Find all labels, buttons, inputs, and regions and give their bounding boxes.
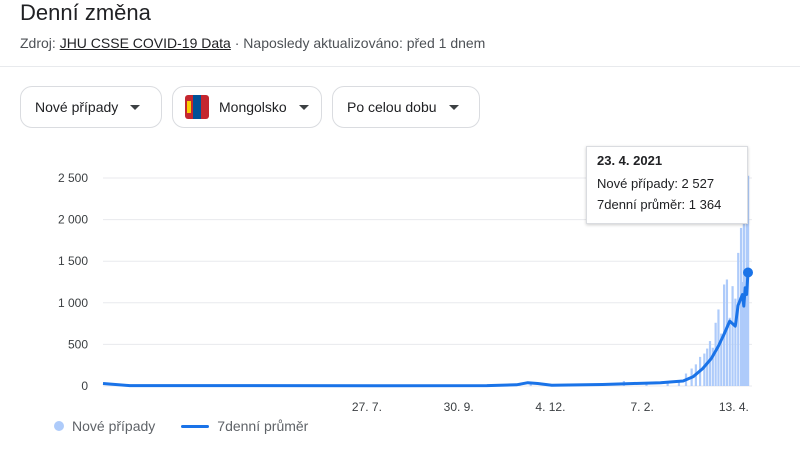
y-tick-label: 1 500 xyxy=(58,254,88,268)
source-line: Zdroj: JHU CSSE COVID-19 Data · Naposled… xyxy=(20,35,485,51)
case-bar xyxy=(714,322,717,386)
x-tick-label: 13. 4. xyxy=(719,400,749,414)
legend-label-cases: Nové případy xyxy=(72,418,156,434)
case-bar xyxy=(720,333,723,386)
x-tick-label: 4. 12. xyxy=(535,400,565,414)
y-tick-label: 500 xyxy=(68,337,88,351)
case-bar xyxy=(725,279,729,386)
page-title: Denní změna xyxy=(20,0,151,25)
case-bar xyxy=(745,211,748,386)
country-dropdown[interactable]: Mongolsko xyxy=(172,86,322,128)
case-bar xyxy=(711,347,714,386)
chart-tooltip: 23. 4. 2021 Nové případy: 2 527 7denní p… xyxy=(586,146,748,224)
tooltip-average: 7denní průměr: 1 364 xyxy=(597,197,722,212)
chevron-down-icon xyxy=(448,104,459,110)
chart-legend: Nové případy 7denní průměr xyxy=(54,418,334,434)
tooltip-cases: Nové případy: 2 527 xyxy=(597,176,715,191)
case-bar xyxy=(739,227,743,386)
chevron-down-icon xyxy=(298,104,309,110)
legend-dot-icon xyxy=(54,421,64,431)
source-link[interactable]: JHU CSSE COVID-19 Data xyxy=(59,35,231,51)
range-dropdown[interactable]: Po celou dobu xyxy=(332,86,480,128)
case-bar xyxy=(708,341,712,386)
updated-text: · Naposledy aktualizováno: před 1 dnem xyxy=(234,35,486,51)
y-tick-label: 2 500 xyxy=(58,171,88,185)
case-bar xyxy=(734,298,737,386)
average-line xyxy=(102,272,750,388)
case-bar xyxy=(703,353,706,386)
legend-item-average[interactable]: 7denní průměr xyxy=(181,418,308,434)
metric-dropdown[interactable]: Nové případy xyxy=(20,86,162,128)
mongolia-flag-icon xyxy=(185,95,209,119)
y-tick-label: 0 xyxy=(81,379,88,393)
case-bar xyxy=(744,269,747,386)
x-tick-label: 27. 7. xyxy=(352,400,382,414)
y-tick-label: 2 000 xyxy=(58,213,88,227)
case-bar xyxy=(741,282,744,386)
range-dropdown-label: Po celou dobu xyxy=(347,99,437,115)
legend-label-average: 7denní průměr xyxy=(217,418,309,434)
x-tick-label: 30. 9. xyxy=(444,400,474,414)
header-divider xyxy=(0,66,800,67)
legend-item-cases[interactable]: Nové případy xyxy=(54,418,155,434)
tooltip-date: 23. 4. 2021 xyxy=(597,153,663,168)
x-tick-label: 7. 2. xyxy=(630,400,653,414)
metric-dropdown-label: Nové případy xyxy=(35,99,119,115)
legend-line-icon xyxy=(181,424,210,428)
case-bar xyxy=(731,286,734,386)
case-bar xyxy=(677,380,681,386)
case-bar xyxy=(737,252,740,386)
case-bar xyxy=(728,317,731,386)
case-bar xyxy=(706,348,709,386)
source-prefix: Zdroj: xyxy=(20,35,56,51)
highlight-point xyxy=(743,267,753,278)
chevron-down-icon xyxy=(130,104,141,110)
y-tick-label: 1 000 xyxy=(58,296,88,310)
country-dropdown-label: Mongolsko xyxy=(219,99,287,115)
